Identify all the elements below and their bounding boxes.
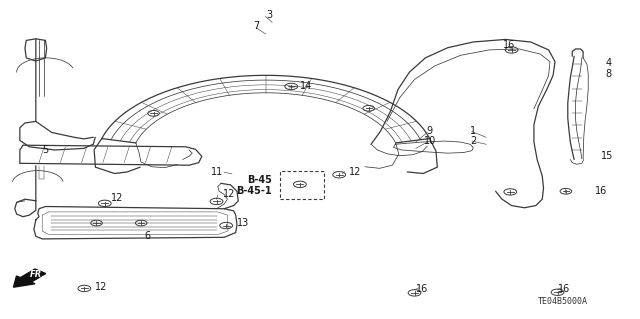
Text: 13: 13: [237, 218, 249, 228]
Text: FR.: FR.: [30, 270, 45, 279]
Text: 9: 9: [427, 126, 433, 136]
Text: 10: 10: [424, 136, 436, 146]
Bar: [280, 171, 324, 199]
Text: 15: 15: [601, 151, 613, 161]
Text: 14: 14: [300, 81, 312, 92]
Text: 2: 2: [470, 136, 476, 146]
Text: TE04B5000A: TE04B5000A: [538, 297, 588, 306]
Text: 3: 3: [266, 10, 272, 20]
Text: 8: 8: [605, 69, 612, 79]
Text: 16: 16: [416, 284, 428, 294]
Text: 6: 6: [145, 231, 150, 241]
Text: 12: 12: [223, 189, 236, 199]
Text: 5: 5: [42, 145, 49, 155]
Text: 12: 12: [95, 282, 108, 292]
Text: 1: 1: [470, 126, 476, 136]
FancyArrow shape: [13, 269, 45, 287]
Text: B-45: B-45: [247, 175, 272, 185]
Text: 11: 11: [211, 167, 223, 177]
Text: 4: 4: [605, 58, 612, 68]
Text: B-45-1: B-45-1: [236, 186, 272, 196]
Text: 16: 16: [595, 186, 607, 196]
Text: 7: 7: [253, 21, 259, 31]
Text: 12: 12: [111, 193, 123, 203]
Text: 16: 16: [503, 40, 515, 49]
Text: 12: 12: [349, 167, 361, 177]
Text: 16: 16: [558, 284, 570, 294]
